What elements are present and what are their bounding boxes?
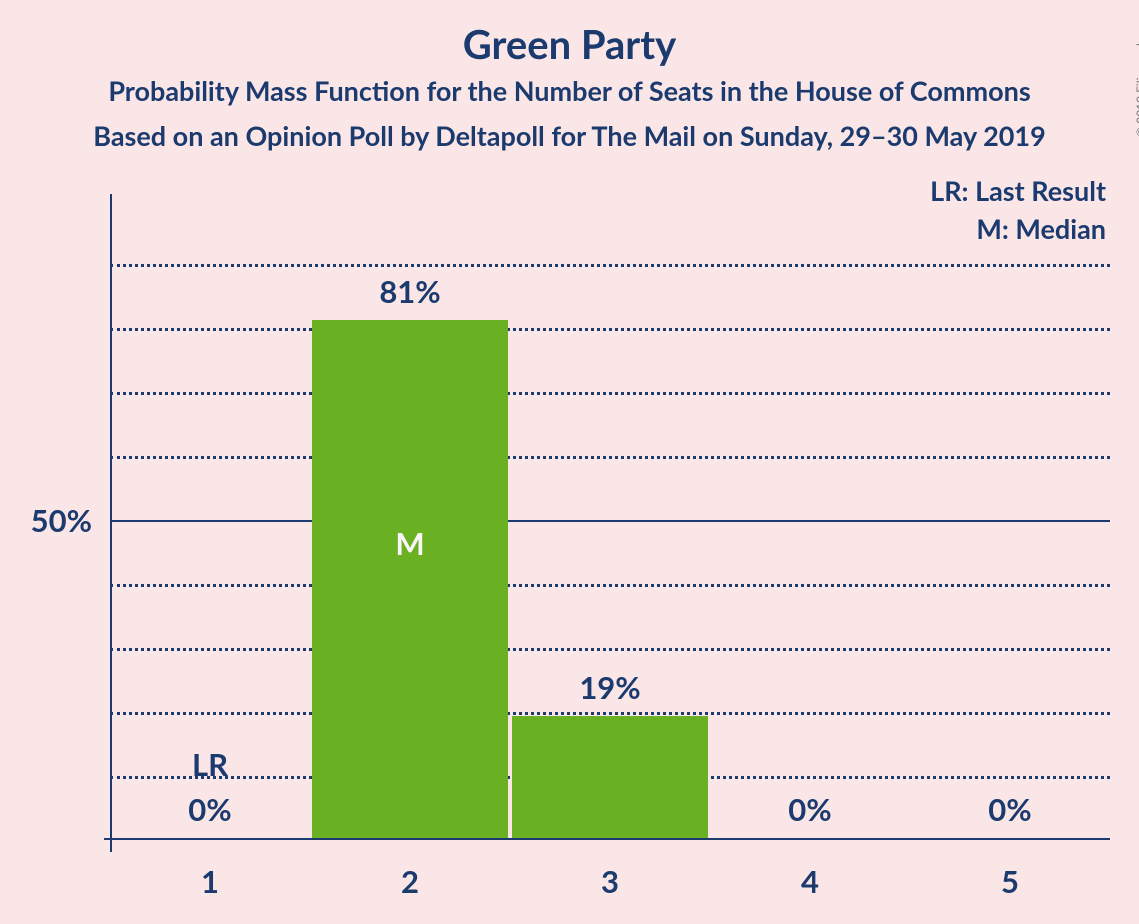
gridline-major — [110, 520, 1110, 522]
gridline-minor — [110, 584, 1110, 587]
median-marker: M — [395, 524, 424, 562]
plot-area: 50%0%LR181%M219%30%40%5LR: Last ResultM:… — [110, 200, 1110, 840]
gridline-minor — [110, 264, 1110, 267]
last-result-marker: LR — [192, 745, 228, 783]
legend-line: M: Median — [976, 212, 1106, 245]
bar-value-label: 0% — [188, 790, 231, 828]
bar-value-label: 81% — [379, 272, 440, 310]
x-tick-label: 1 — [201, 862, 219, 900]
gridline-minor — [110, 328, 1110, 331]
bar-value-label: 0% — [988, 790, 1031, 828]
bar-value-label: 0% — [788, 790, 831, 828]
gridline-minor — [110, 712, 1110, 715]
chart-subtitle-1: Probability Mass Function for the Number… — [0, 74, 1139, 107]
y-axis-line — [110, 194, 112, 852]
legend-line: LR: Last Result — [930, 174, 1106, 207]
gridline-minor — [110, 456, 1110, 459]
x-axis-line — [104, 838, 1110, 840]
x-tick-label: 5 — [1001, 862, 1019, 900]
gridline-minor — [110, 648, 1110, 651]
x-tick-label: 4 — [801, 862, 819, 900]
chart-root: Green Party Probability Mass Function fo… — [0, 0, 1139, 924]
y-tick-label: 50% — [10, 501, 92, 539]
bar — [512, 716, 708, 838]
copyright-text: © 2019 Filip van Laenen — [1133, 8, 1139, 137]
gridline-minor — [110, 392, 1110, 395]
chart-title: Green Party — [0, 20, 1139, 68]
chart-subtitle-2: Based on an Opinion Poll by Deltapoll fo… — [0, 119, 1139, 152]
x-tick-label: 2 — [401, 862, 419, 900]
x-tick-label: 3 — [601, 862, 619, 900]
bar-value-label: 19% — [579, 668, 640, 706]
bar — [312, 320, 508, 838]
